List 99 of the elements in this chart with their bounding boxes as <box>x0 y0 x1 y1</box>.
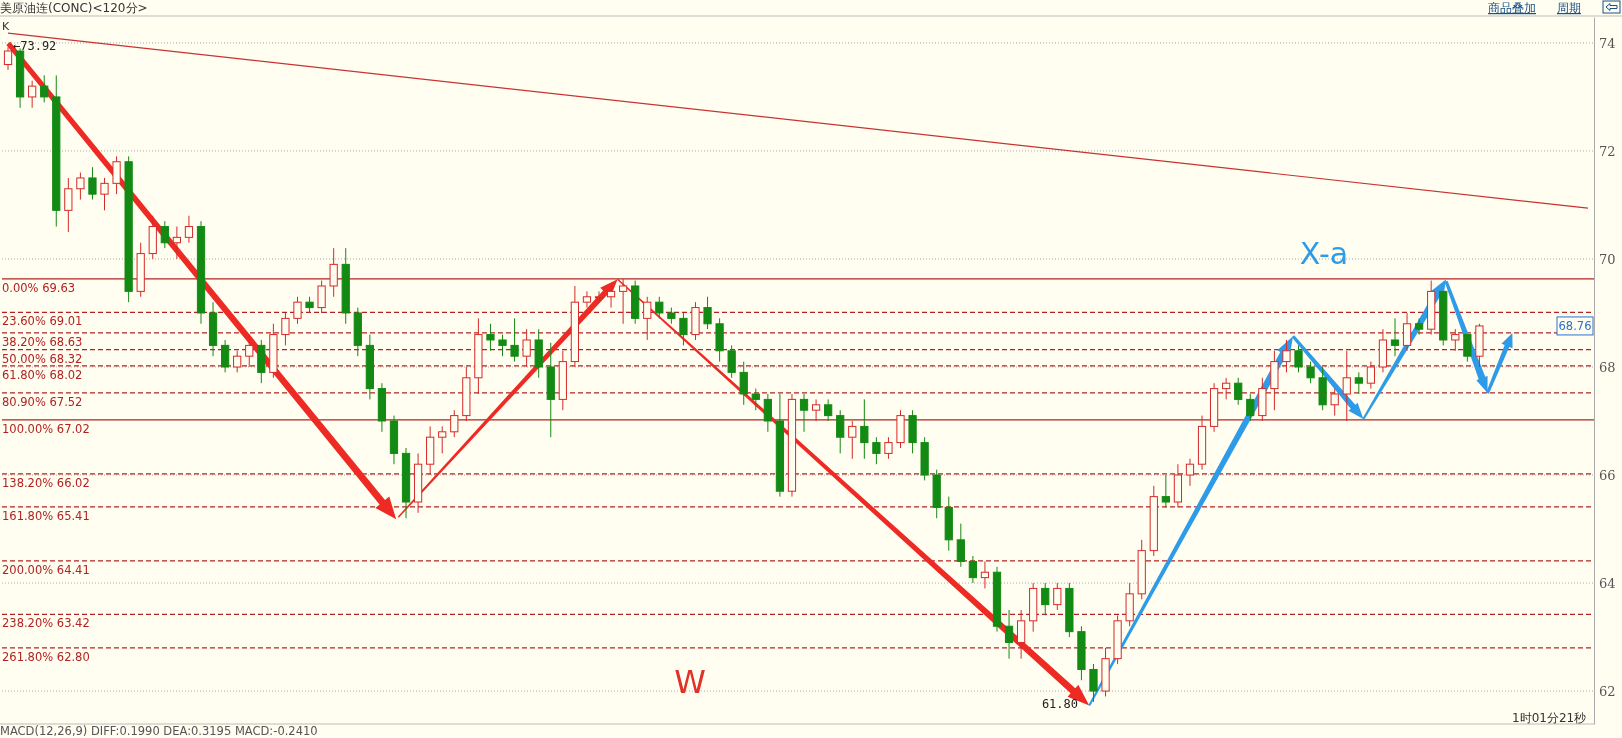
candlestick <box>848 420 857 460</box>
candlestick <box>1004 609 1014 660</box>
candlestick <box>739 361 748 406</box>
candlestick <box>655 296 664 319</box>
candlestick <box>486 323 495 352</box>
candlestick <box>1234 377 1243 406</box>
candlestick <box>1294 344 1303 373</box>
candlestick <box>643 296 652 341</box>
candlestick <box>76 172 85 201</box>
candlestick <box>64 177 73 233</box>
candlestick <box>763 393 772 433</box>
ref-line-label: 61.80% 68.02 <box>2 367 83 382</box>
candlestick <box>1342 350 1351 422</box>
candlestick <box>1390 317 1400 357</box>
candlestick <box>28 80 37 109</box>
candlestick <box>980 560 990 589</box>
candlestick <box>112 155 121 195</box>
candlestick <box>1306 361 1315 384</box>
candlestick <box>522 328 531 368</box>
candlestick <box>221 339 230 373</box>
candlestick <box>172 226 181 260</box>
candlestick <box>450 409 459 438</box>
candlestick <box>1185 458 1195 487</box>
y-tick-label: 68 <box>1599 359 1616 375</box>
candlestick <box>1463 334 1472 363</box>
text: 商品叠加 <box>1488 1 1536 15</box>
candlestick <box>245 334 254 368</box>
ref-line-label: 50.00% 68.32 <box>2 351 83 366</box>
candlestick <box>1415 317 1424 336</box>
candlestick <box>498 334 507 357</box>
y-tick-label: 66 <box>1599 467 1616 483</box>
annotation: X-a <box>1299 236 1349 271</box>
candlestick <box>1222 377 1231 400</box>
candlestick <box>317 280 326 314</box>
candlestick <box>1246 393 1255 422</box>
candlestick <box>872 436 881 465</box>
candlestick <box>281 312 290 346</box>
annotation: 61.80 <box>1041 697 1078 711</box>
ref-line-label: 238.20% 63.42 <box>2 616 90 631</box>
candlestick <box>679 312 688 346</box>
candlestick <box>968 555 977 584</box>
candlestick <box>233 350 242 373</box>
candlestick <box>1161 474 1170 508</box>
y-tick-label: 62 <box>1599 683 1616 699</box>
candlestick <box>799 393 809 433</box>
candlestick <box>956 523 965 568</box>
candlestick <box>1354 371 1363 395</box>
ref-line-label: 80.90% 67.52 <box>2 394 83 409</box>
candlestick <box>1053 582 1062 611</box>
candlestick <box>293 296 302 325</box>
ref-line-label: 261.80% 62.80 <box>2 649 90 664</box>
y-tick-label: 64 <box>1599 575 1616 591</box>
text: MACD(12,26,9) DIFF:0.1990 DEA:0.3195 MACD:-0.2410 <box>0 724 318 738</box>
candlestick <box>703 296 712 330</box>
ref-line-label: 38.20% 68.63 <box>2 334 83 349</box>
annotation: ←73.92 <box>13 39 57 53</box>
chart-title: 美原油连(CONC)<120分> <box>0 1 148 15</box>
candlestick <box>160 220 169 249</box>
candlestick <box>1330 388 1339 417</box>
ref-line-label: 161.80% 65.41 <box>2 508 90 523</box>
candlestick <box>619 278 628 325</box>
candlestick <box>3 46 13 71</box>
candlestick <box>594 290 604 303</box>
candlestick <box>811 398 821 422</box>
candlestick <box>606 285 616 309</box>
candlestick <box>1366 361 1375 390</box>
candlestick <box>184 215 194 244</box>
candlestick <box>1451 328 1460 352</box>
candlestick <box>884 436 893 460</box>
candlestick <box>1041 582 1050 616</box>
candlestick <box>836 409 845 454</box>
y-tick-label: 70 <box>1599 251 1616 267</box>
candlestick <box>1017 609 1026 660</box>
annotation: 1时01分21秒 <box>1512 711 1587 725</box>
ref-line-label: 138.20% 66.02 <box>2 475 90 490</box>
ref-line-label: 200.00% 64.41 <box>2 562 90 577</box>
candlestick <box>40 74 49 103</box>
ref-line-label: 23.60% 69.01 <box>2 314 83 329</box>
candlestick <box>1282 339 1291 373</box>
candlestick <box>100 177 109 211</box>
candlestick <box>727 344 736 379</box>
candlestick <box>1402 312 1412 352</box>
y-tick-label: 72 <box>1599 143 1616 159</box>
annotation: K <box>2 20 10 33</box>
candlestick <box>329 247 338 298</box>
annotation: W <box>674 663 706 701</box>
text: 周期 <box>1557 1 1581 15</box>
candlestick <box>860 398 869 460</box>
candlestick <box>510 317 519 363</box>
ref-line-label: 0.00% 69.63 <box>2 280 76 295</box>
annotation: 68.76 <box>1558 318 1592 333</box>
candlestick <box>582 290 592 309</box>
candlestick <box>824 398 833 422</box>
y-tick-label: 74 <box>1599 35 1616 51</box>
candlestick <box>438 425 447 454</box>
candlestick <box>1089 663 1098 703</box>
candlestick <box>88 166 97 201</box>
ref-line-label: 100.00% 67.02 <box>2 421 90 436</box>
candlestick <box>751 388 760 411</box>
